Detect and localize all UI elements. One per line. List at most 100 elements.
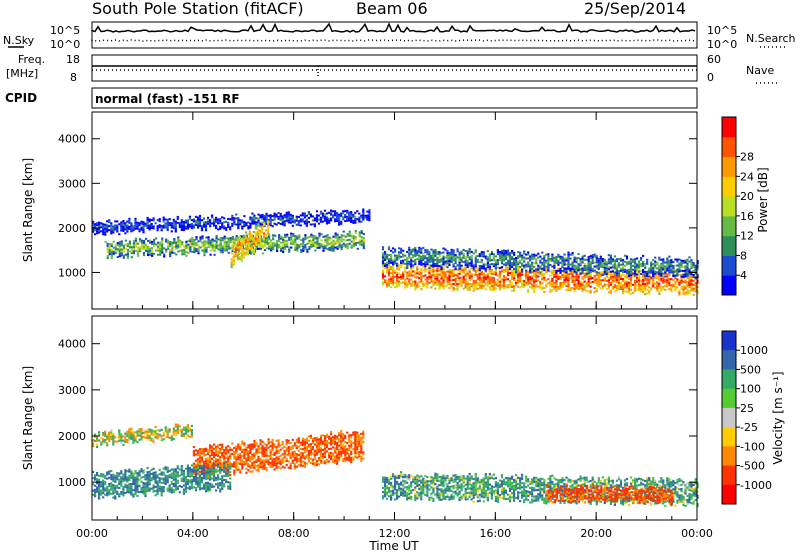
echo-cell [155, 243, 158, 246]
echo-cell [223, 227, 226, 230]
echo-cell [192, 226, 195, 229]
echo-cell [422, 256, 425, 259]
echo-cell [231, 465, 234, 468]
echo-cell [112, 252, 115, 255]
echo-cell [621, 269, 625, 272]
echo-cell [298, 236, 301, 239]
echo-cell [356, 450, 359, 453]
echo-cell [247, 452, 250, 455]
echo-cell [502, 275, 506, 278]
echo-cell [583, 262, 586, 265]
echo-cell [229, 449, 232, 452]
echo-cell [484, 263, 487, 266]
echo-cell [490, 282, 493, 285]
echo-cell [521, 270, 524, 273]
echo-cell [203, 250, 206, 253]
echo-cell [128, 217, 131, 220]
echo-cell [636, 284, 639, 287]
echo-cell [605, 273, 608, 276]
echo-cell [179, 249, 182, 252]
echo-cell [508, 258, 512, 261]
echo-cell [494, 283, 497, 286]
echo-cell [336, 444, 339, 447]
echo-cell [593, 271, 596, 274]
echo-cell [607, 266, 610, 269]
echo-cell [239, 446, 242, 449]
echo-cell [319, 443, 323, 446]
echo-cell [408, 248, 411, 251]
echo-cell [299, 441, 302, 444]
echo-cell [412, 280, 415, 283]
echo-cell [130, 250, 133, 253]
echo-cell [295, 447, 298, 450]
echo-cell [130, 230, 133, 233]
echo-cell [682, 274, 685, 276]
echo-cell [201, 237, 204, 240]
echo-cell [398, 284, 401, 287]
echo-cell [340, 450, 343, 453]
echo-cell [638, 287, 641, 290]
echo-cell [682, 261, 685, 264]
echo-cell [325, 460, 329, 463]
echo-cell [310, 243, 313, 246]
echo-cell [535, 278, 538, 281]
echo-cell [192, 470, 195, 473]
echo-cell [406, 267, 409, 269]
echo-cell [239, 469, 242, 472]
echo-cell [173, 246, 176, 248]
echo-cell [563, 281, 566, 284]
echo-cell [686, 270, 689, 273]
echo-cell [354, 215, 357, 218]
echo-cell [383, 259, 387, 261]
echo-cell [348, 215, 351, 218]
echo-cell [484, 282, 487, 285]
echo-cell [313, 462, 316, 465]
echo-cell [92, 483, 95, 486]
echo-cell [225, 237, 228, 240]
echo-cell [506, 259, 510, 262]
echo-cell [458, 268, 461, 271]
echo-cell [670, 261, 673, 264]
echo-cell [575, 265, 578, 268]
echo-cell [448, 262, 451, 264]
echo-cell [672, 265, 675, 267]
echo-cell [605, 263, 608, 266]
echo-cell [362, 212, 365, 215]
echo-cell [300, 251, 303, 254]
echo-cell [484, 284, 487, 287]
echo-cell [460, 256, 463, 259]
echo-cell [385, 285, 389, 288]
echo-cell [284, 243, 287, 246]
echo-cell [330, 437, 333, 440]
echo-cell [213, 247, 216, 250]
echo-cell [334, 220, 337, 223]
echo-cell [340, 222, 343, 225]
echo-cell [161, 239, 164, 242]
echo-cell [690, 267, 693, 270]
echo-cell [561, 282, 564, 284]
echo-cell [318, 244, 321, 247]
echo-cell [309, 457, 312, 460]
echo-cell [597, 261, 600, 264]
echo-cell [539, 259, 542, 262]
echo-cell [456, 283, 459, 285]
echo-cell [692, 279, 695, 282]
echo-cell [531, 271, 534, 274]
echo-cell [283, 452, 286, 455]
echo-cell [424, 255, 427, 258]
echo-cell [418, 246, 421, 249]
echo-cell [277, 221, 280, 224]
echo-cell [448, 253, 451, 256]
echo-cell [254, 231, 257, 234]
echo-cell [652, 271, 655, 274]
echo-cell [688, 268, 691, 271]
echo-cell [285, 219, 288, 222]
echo-cell [120, 441, 123, 444]
echo-cell [174, 423, 177, 426]
echo-cell [213, 224, 216, 227]
echo-cell [555, 273, 558, 276]
echo-cell [390, 282, 393, 285]
echo-cell [162, 218, 165, 221]
echo-cell [268, 243, 271, 246]
echo-cell [454, 284, 457, 287]
